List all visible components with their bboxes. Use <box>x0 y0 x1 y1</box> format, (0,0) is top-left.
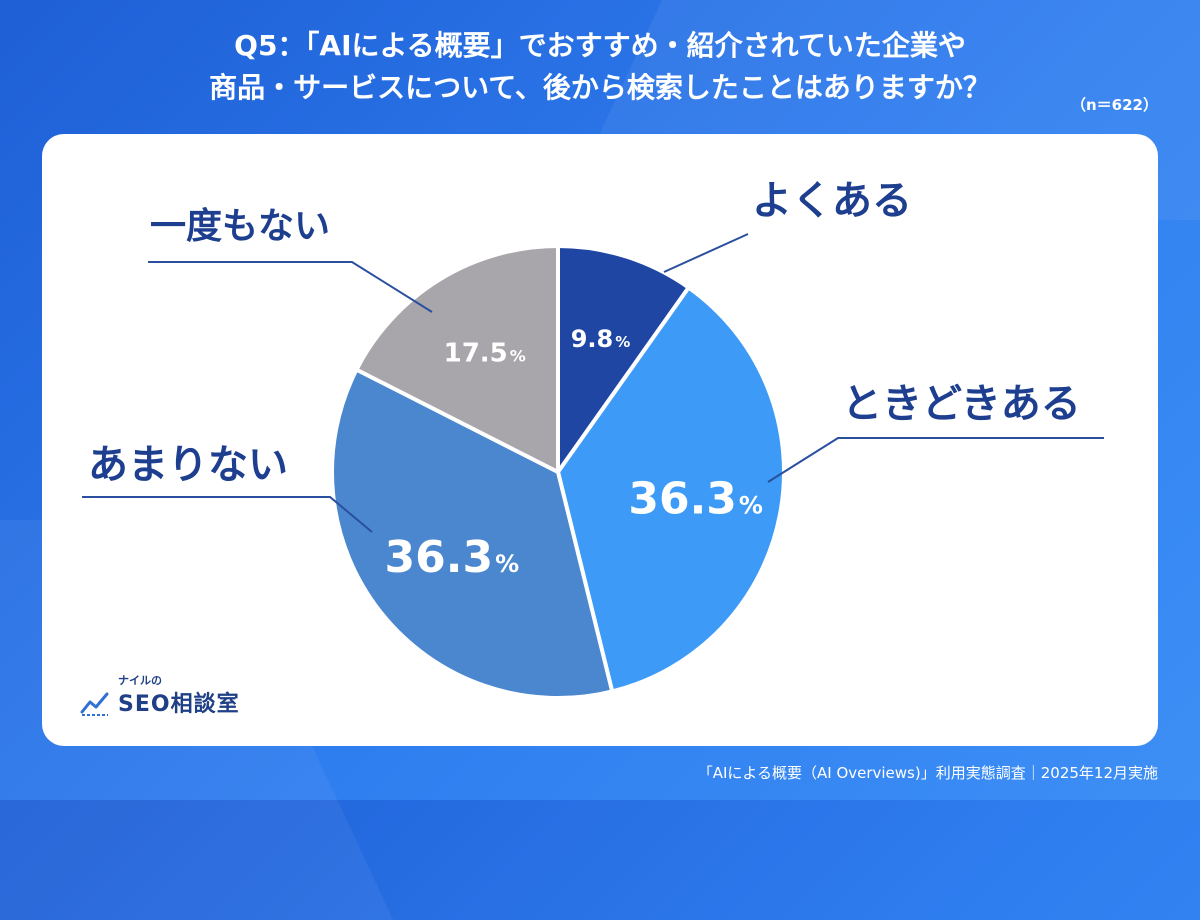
leader-line <box>767 437 1104 483</box>
slice-percent-unit: % <box>739 491 763 519</box>
slice-percent-value: 36.3 <box>385 532 494 583</box>
slice-percent-label: 36.3% <box>385 532 520 583</box>
pie-slice <box>330 367 615 700</box>
logo-small-text: ナイルの <box>118 674 162 687</box>
sample-size: （n＝622） <box>1071 96 1158 114</box>
pie-slice <box>556 285 786 694</box>
brand-logo: ナイルの SEO相談室 <box>80 672 280 732</box>
chart-title-line-2: 商品・サービスについて、後から検索したことはありますか？ <box>209 71 991 104</box>
slice-percent-label: 36.3% <box>628 473 763 524</box>
slice-percent-label: 17.5% <box>444 339 526 369</box>
slice-percent-unit: % <box>495 550 519 578</box>
slice-category-label: よくある <box>752 178 912 224</box>
footer-source: 「AIによる概要（AI Overviews)」利用実態調査｜2025年12月実施 <box>697 764 1158 782</box>
trend-chart-icon <box>80 692 109 716</box>
slice-percent-value: 17.5 <box>444 339 508 369</box>
leader-line <box>663 233 749 273</box>
slice-category-label: ときどきある <box>842 381 1081 427</box>
slice-category-label: あまりない <box>88 442 288 488</box>
slice-percent-label: 9.8% <box>571 325 631 353</box>
leader-line <box>82 496 373 533</box>
leader-line <box>148 261 433 313</box>
slice-percent-value: 9.8 <box>571 325 614 353</box>
pie-slice <box>354 244 560 474</box>
logo-main-text: SEO相談室 <box>118 692 240 717</box>
chart-title-line-1: Q5：「AIによる概要」でおすすめ・紹介されていた企業や <box>234 29 966 62</box>
slice-percent-value: 36.3 <box>628 473 737 524</box>
pie-chart: 9.8 % よくある 36.3% ときどきある 36.3% あまりない 17.5 % 一度もない <box>82 178 1104 700</box>
slice-category-label: 一度もない <box>150 206 330 247</box>
pie-slice <box>556 244 691 474</box>
slice-percent-unit: % <box>615 333 630 351</box>
slice-percent-unit: % <box>510 347 526 366</box>
